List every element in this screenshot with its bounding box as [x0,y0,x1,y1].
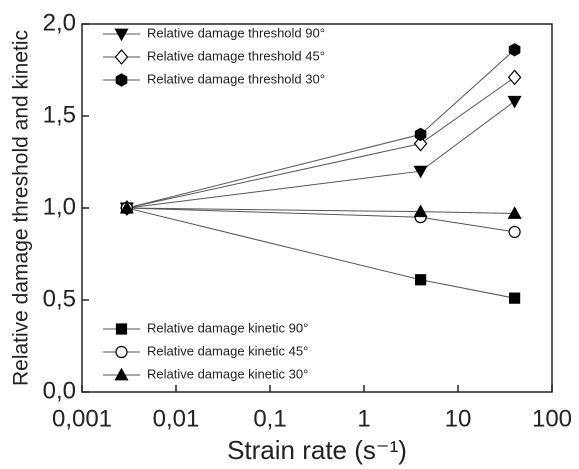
x-tick-label: 0,1 [253,405,286,432]
marker [115,73,128,87]
legend-label: Relative damage kinetic 30° [147,366,308,381]
marker [115,345,128,359]
marker [413,135,428,152]
y-axis-label: Relative damage threshold and kinetic [10,30,33,386]
y-tick-label: 1,0 [43,193,76,220]
marker [413,165,428,179]
marker [114,28,129,42]
x-tick-label: 10 [445,405,472,432]
legend-label: Relative damage threshold 45° [147,48,325,63]
legend-label: Relative damage threshold 30° [147,71,325,86]
y-tick-label: 0,0 [43,377,76,404]
marker [414,274,427,286]
marker [414,127,427,142]
legend-label: Relative damage threshold 90° [147,25,325,40]
marker [508,292,521,304]
x-axis-label: Strain rate (s⁻¹) [227,435,407,465]
series-line [126,207,515,299]
y-tick-label: 0,5 [43,285,76,312]
marker [507,69,522,86]
marker [508,43,521,57]
series-line [126,207,515,233]
x-tick-label: 0,01 [153,405,200,432]
x-tick-label: 100 [532,405,572,432]
x-tick-label: 1 [357,405,370,432]
marker [119,200,134,214]
marker [508,225,521,239]
y-tick-label: 1,5 [43,101,76,128]
marker [507,206,522,219]
series-line [126,100,515,209]
series-line [126,207,515,215]
marker [114,367,129,381]
legend-label: Relative damage kinetic 45° [147,343,308,358]
marker [507,95,522,109]
marker [114,49,129,65]
y-tick-label: 2,0 [43,9,76,36]
x-tick-label: 0,001 [52,405,112,432]
series-line [126,76,515,209]
legend-label: Relative damage kinetic 90° [147,320,308,335]
marker [115,323,128,335]
marker [413,204,428,218]
